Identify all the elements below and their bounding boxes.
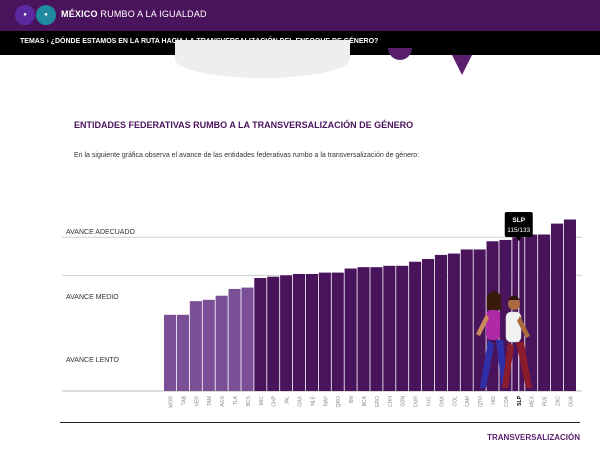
- person-arm: [476, 314, 489, 336]
- logo-secondary-icon[interactable]: ●: [36, 5, 56, 25]
- bar[interactable]: [254, 278, 267, 391]
- bar[interactable]: [422, 258, 435, 391]
- x-tick-label: CHH: [388, 396, 394, 407]
- decorative-shape: [388, 48, 412, 60]
- person-arm: [517, 316, 530, 338]
- bar[interactable]: [383, 265, 396, 391]
- bar[interactable]: [189, 301, 202, 391]
- person-head: [508, 298, 520, 310]
- tooltip-label: SLP: [512, 217, 525, 224]
- x-tick-label: BN: [349, 396, 355, 403]
- logo-glyph: ●: [23, 12, 27, 18]
- logo-glyph: ●: [44, 12, 48, 18]
- person-leg: [502, 342, 514, 388]
- x-tick-label: QRO: [336, 396, 342, 408]
- tooltip-pointer: [515, 237, 522, 241]
- bar[interactable]: [551, 223, 564, 391]
- bar[interactable]: [447, 253, 460, 391]
- x-tick-label: GUA: [568, 395, 574, 407]
- person-hair: [508, 295, 520, 300]
- x-tick-label: SON: [401, 396, 407, 407]
- bar[interactable]: [563, 219, 576, 391]
- x-tick-label: YUC: [426, 396, 432, 407]
- x-tick-label: TAB: [181, 395, 187, 405]
- bar[interactable]: [396, 265, 409, 391]
- bar[interactable]: [318, 272, 331, 391]
- bar[interactable]: [525, 234, 538, 391]
- walking-people-illustration: [476, 291, 532, 388]
- brand-title[interactable]: MÉXICO RUMBO A LA IGUALDAD: [61, 9, 207, 19]
- person-body: [505, 311, 522, 343]
- x-tick-label: VER: [194, 396, 200, 407]
- bar[interactable]: [241, 287, 254, 391]
- bar[interactable]: [434, 254, 447, 391]
- x-tick-label: OAX: [439, 395, 445, 406]
- x-tick-label: NAY: [323, 395, 329, 406]
- logo-icon[interactable]: ●: [15, 5, 35, 25]
- top-bar: ● ● MÉXICO RUMBO A LA IGUALDAD: [0, 0, 600, 31]
- x-tick-label: MIC: [259, 396, 265, 406]
- brand-bold: MÉXICO: [61, 9, 98, 19]
- bar[interactable]: [538, 234, 551, 391]
- bar[interactable]: [280, 275, 293, 391]
- x-tick-label: OAX: [297, 395, 303, 406]
- x-tick-label: CAM: [465, 396, 471, 407]
- x-tick-label: ZAC: [555, 396, 561, 406]
- bar[interactable]: [267, 276, 280, 391]
- x-tick-label: MEX: [530, 395, 536, 407]
- bar[interactable]: [357, 267, 370, 391]
- x-tick-label: HID: [491, 396, 497, 405]
- bar[interactable]: [370, 267, 383, 391]
- footer-label[interactable]: TRANSVERSALIZACIÓN: [487, 433, 580, 442]
- bar[interactable]: [344, 268, 357, 391]
- person-hair: [487, 291, 501, 310]
- bar[interactable]: [460, 249, 473, 391]
- x-tick-label: JAL: [285, 396, 291, 405]
- brand-rest: RUMBO A LA IGUALDAD: [97, 9, 207, 19]
- bar[interactable]: [305, 273, 318, 391]
- person-body: [486, 310, 500, 340]
- x-tick-label: DUR: [414, 396, 420, 407]
- section-description: En la siguiente gráfica observa el avanc…: [74, 152, 420, 159]
- bar[interactable]: [331, 272, 344, 391]
- x-tick-label: COA: [504, 395, 510, 407]
- x-tick-label: COL: [452, 396, 458, 407]
- band-label: AVANCE ADECUADO: [66, 229, 136, 236]
- x-tick-label: GRO: [375, 396, 381, 408]
- section-title: ENTIDADES FEDERATIVAS RUMBO A LA TRANSVE…: [74, 120, 414, 130]
- x-tick-label: TAM: [207, 396, 213, 406]
- tooltip-value: 115/133: [507, 227, 530, 234]
- person-leg: [480, 340, 494, 388]
- decorative-shape: [175, 40, 350, 78]
- bar[interactable]: [164, 314, 177, 391]
- x-tick-label: CHP: [272, 395, 278, 406]
- x-tick-label: QTO: [478, 396, 484, 407]
- band-label: AVANCE LENTO: [66, 357, 119, 364]
- bar[interactable]: [473, 249, 486, 391]
- x-tick-label: BCS: [246, 395, 252, 406]
- x-tick-label: PUE: [543, 395, 549, 406]
- bar[interactable]: [228, 288, 241, 391]
- footer-divider: [60, 422, 580, 423]
- bar[interactable]: [176, 314, 189, 391]
- bar[interactable]: [409, 261, 422, 391]
- band-label: AVANCE MEDIO: [66, 294, 119, 301]
- x-tick-label: NLE: [310, 395, 316, 405]
- highlight-tooltip[interactable]: [504, 212, 533, 237]
- decorative-shape: [452, 55, 472, 75]
- x-tick-label: MOR: [168, 396, 174, 408]
- bar[interactable]: [293, 273, 306, 391]
- bar[interactable]: [202, 299, 215, 391]
- x-tick-label: AGS: [220, 395, 226, 406]
- x-tick-label: BCA: [362, 395, 368, 406]
- x-tick-label: SLP: [517, 395, 523, 405]
- bar[interactable]: [215, 295, 228, 391]
- person-leg: [516, 342, 532, 388]
- x-tick-label: TLA: [233, 395, 239, 405]
